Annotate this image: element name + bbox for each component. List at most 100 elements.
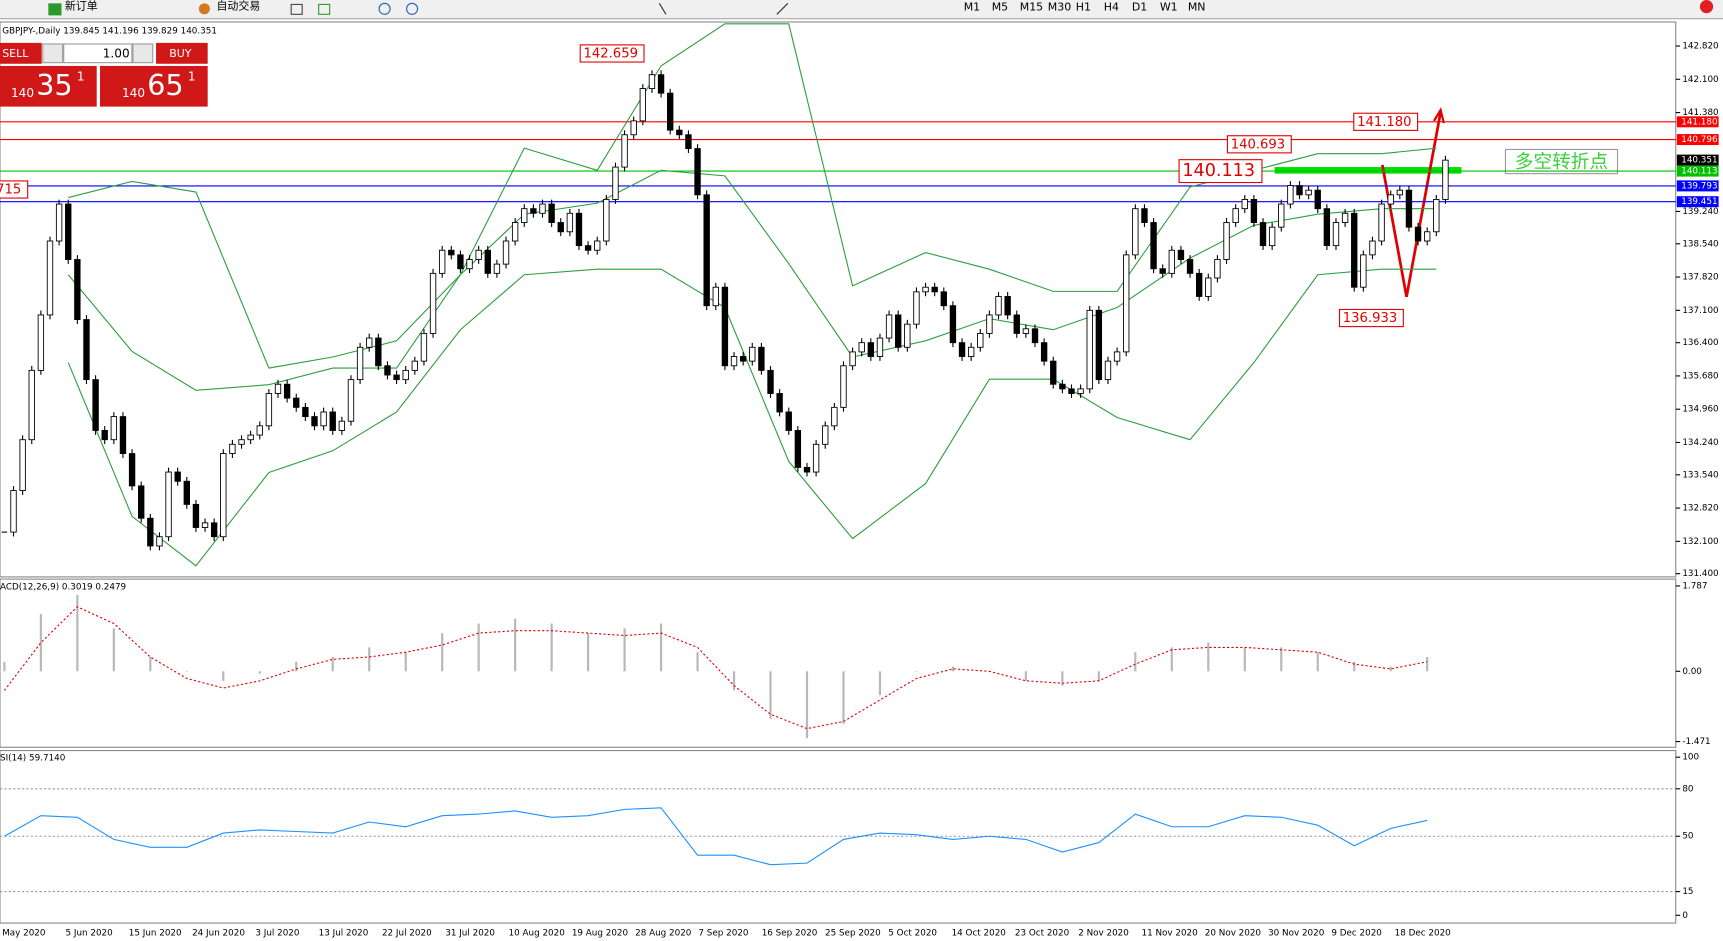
timeframe[interactable]: M1 <box>964 1 980 14</box>
candle <box>19 439 26 491</box>
lots-up[interactable] <box>132 43 154 64</box>
level-label: 139.793 <box>1681 181 1717 191</box>
candle <box>794 430 802 468</box>
candle <box>749 346 756 362</box>
x-tick-label: 2 Nov 2020 <box>1078 928 1129 938</box>
macd-bar <box>477 623 480 672</box>
price-annotation: 141.180 <box>1357 115 1411 130</box>
buy-button[interactable] <box>156 42 208 64</box>
candle <box>320 411 327 427</box>
y-tick-label: 141.380 <box>1682 108 1718 118</box>
buy-label[interactable]: BUY <box>169 47 192 60</box>
sell-price-box[interactable] <box>0 65 97 107</box>
y-tick-label: 134.960 <box>1682 405 1718 415</box>
lots[interactable]: 1.00 <box>103 46 130 60</box>
candle <box>557 222 564 233</box>
candle <box>1424 231 1431 242</box>
lots-down[interactable] <box>42 43 64 64</box>
rsi-line <box>4 807 1428 866</box>
y-tick-label: 137.100 <box>1682 306 1718 316</box>
sell-price-big[interactable]: 35 <box>36 68 72 102</box>
candle <box>977 332 984 348</box>
timeframe[interactable]: H1 <box>1076 1 1091 14</box>
candle <box>1059 383 1066 390</box>
timeframe[interactable]: H4 <box>1104 1 1119 14</box>
main-panel <box>0 21 1677 578</box>
x-tick-label: 23 Oct 2020 <box>1015 928 1069 938</box>
trendline[interactable] <box>776 2 789 15</box>
candle <box>685 134 692 150</box>
candle <box>1405 189 1413 228</box>
candle <box>55 203 63 242</box>
zoom-in[interactable] <box>378 2 391 15</box>
candle <box>1104 360 1112 381</box>
macd-bar <box>842 671 845 724</box>
sell-label[interactable]: SELL <box>2 47 29 60</box>
x-tick-label: 16 Sep 2020 <box>762 928 818 938</box>
candle <box>256 425 263 436</box>
timeframe[interactable]: M5 <box>992 1 1008 14</box>
x-tick-label: 7 Sep 2020 <box>698 928 748 938</box>
macd-bar <box>878 671 882 696</box>
candle <box>703 194 710 307</box>
auto-trading[interactable]: 自动交易 <box>216 0 260 13</box>
candle <box>895 314 902 348</box>
rsi-panel <box>0 749 1677 924</box>
candle <box>1223 222 1230 260</box>
chart-title: GBPJPY-,Daily 139.845 141.196 139.829 14… <box>2 26 217 36</box>
level-tag <box>1676 180 1719 192</box>
buy-price-box[interactable] <box>99 65 208 107</box>
new-order-icon[interactable] <box>48 3 62 16</box>
candle <box>420 332 428 362</box>
tool[interactable] <box>318 3 331 15</box>
cursor[interactable] <box>658 3 667 15</box>
timeframe[interactable]: D1 <box>1132 1 1147 14</box>
macd-bar <box>258 671 261 674</box>
zoom-out[interactable] <box>406 2 419 15</box>
timeframe[interactable]: MN <box>1188 1 1206 14</box>
y-tick-label: 136.400 <box>1682 338 1718 348</box>
sell-price-prefix[interactable]: 140 <box>11 86 34 100</box>
buy-price-big[interactable]: 65 <box>147 68 183 102</box>
candle <box>356 346 364 381</box>
macd-bar <box>1170 647 1173 672</box>
timeframe[interactable]: M15 <box>1020 1 1043 14</box>
timeframe[interactable]: M30 <box>1048 1 1071 14</box>
candle <box>603 198 610 242</box>
candle <box>402 369 409 381</box>
candle <box>1442 159 1449 200</box>
candle <box>311 416 318 427</box>
alert[interactable] <box>1699 0 1714 14</box>
candle <box>1068 388 1075 394</box>
macd-bar <box>3 661 6 672</box>
sell-button[interactable] <box>0 42 42 64</box>
candle <box>220 453 227 538</box>
sell-price-sup[interactable]: 1 <box>77 69 85 83</box>
y-tick-label: -1.471 <box>1682 737 1710 747</box>
candle <box>1168 249 1176 274</box>
macd-bar <box>769 671 772 720</box>
buy-price-sup[interactable]: 1 <box>188 69 196 83</box>
candle <box>1232 208 1239 223</box>
new-order[interactable]: 新订单 <box>65 0 98 13</box>
macd-bar <box>1316 652 1319 672</box>
buy-price-prefix[interactable]: 140 <box>122 86 145 100</box>
level-tag <box>1676 154 1719 166</box>
x-tick-label: 25 Sep 2020 <box>825 928 881 938</box>
candle <box>165 471 172 538</box>
candle <box>812 443 820 473</box>
candle <box>1378 203 1385 242</box>
lots-field[interactable] <box>63 43 133 64</box>
candle <box>1241 198 1248 210</box>
note: 多空转折点 <box>1515 152 1608 173</box>
auto-trading-icon[interactable] <box>198 3 210 15</box>
timeframe[interactable]: W1 <box>1160 1 1178 14</box>
candle <box>730 356 738 367</box>
macd-bar <box>1134 652 1137 672</box>
candle <box>904 323 911 348</box>
candle <box>1113 351 1121 362</box>
candle <box>429 272 437 334</box>
candle <box>384 365 391 376</box>
tool[interactable] <box>290 3 303 15</box>
